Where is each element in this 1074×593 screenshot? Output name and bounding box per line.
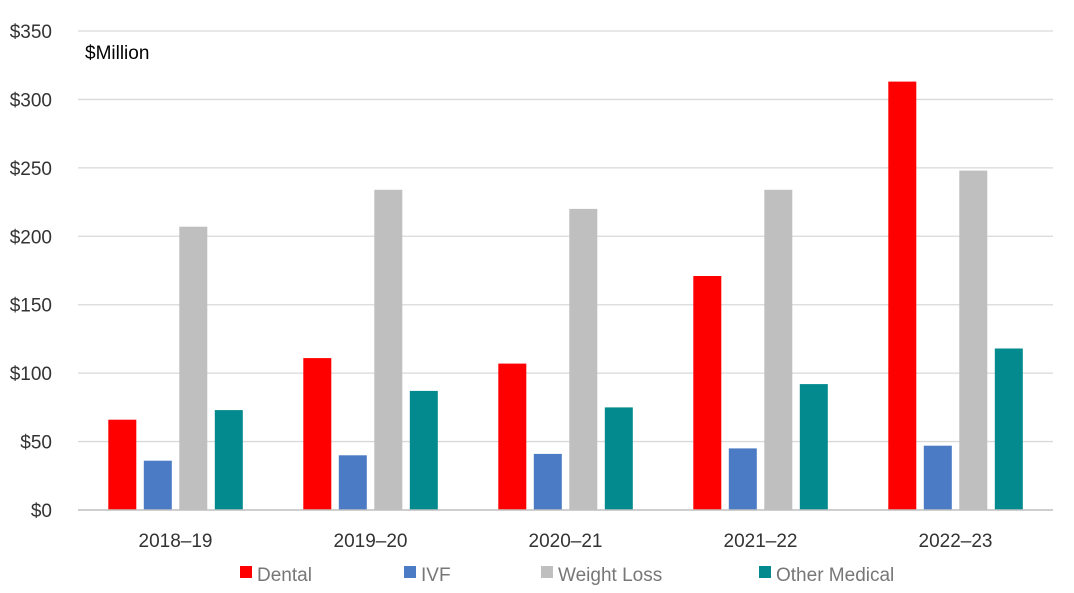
bar-weight-loss: [179, 226, 208, 510]
bar-ivf: [923, 445, 952, 510]
bar-other-medical: [214, 410, 243, 510]
bar-other-medical: [799, 384, 828, 510]
legend-swatch: [541, 566, 553, 578]
gridlines: [78, 30, 1053, 443]
bar-dental: [693, 276, 722, 510]
bar-ivf: [533, 453, 562, 510]
y-axis-ticks: $0 $50 $100 $150 $200 $250 $300 $350: [10, 22, 52, 522]
bar-dental: [498, 363, 527, 510]
bar-weight-loss: [569, 208, 598, 510]
x-category-label: 2020–21: [529, 531, 603, 552]
legend-label: Dental: [257, 565, 312, 586]
y-tick-label: $350: [10, 22, 52, 43]
bar-dental: [888, 81, 917, 510]
bar-weight-loss: [764, 189, 793, 511]
x-category-label: 2021–22: [724, 531, 798, 552]
bar-other-medical: [994, 348, 1023, 510]
bar-other-medical: [604, 407, 633, 510]
bar-ivf: [143, 460, 172, 510]
y-tick-label: $300: [10, 90, 52, 111]
y-tick-label: $100: [10, 364, 52, 385]
bar-dental: [303, 358, 332, 510]
y-tick-label: $50: [20, 433, 52, 454]
unit-label: $Million: [85, 43, 149, 64]
bar-ivf: [338, 455, 367, 510]
legend: Dental IVF Weight Loss Other Medical: [240, 565, 894, 586]
bar-weight-loss: [959, 170, 988, 510]
legend-label: Weight Loss: [558, 565, 662, 586]
bar-dental: [108, 419, 137, 510]
x-category-label: 2018–19: [139, 531, 213, 552]
bar-other-medical: [409, 390, 438, 510]
y-tick-label: $250: [10, 159, 52, 180]
legend-swatch: [759, 566, 771, 578]
x-category-label: 2022–23: [919, 531, 993, 552]
y-tick-label: $0: [31, 501, 52, 522]
legend-swatch: [240, 566, 252, 578]
bar-weight-loss: [374, 189, 403, 511]
x-axis-categories: 2018–19 2019–20 2020–21 2021–22 2022–23: [139, 531, 993, 552]
legend-label: Other Medical: [776, 565, 894, 586]
legend-label: IVF: [421, 565, 451, 586]
bar-ivf: [728, 448, 757, 510]
y-tick-label: $200: [10, 227, 52, 248]
bars: [108, 81, 1023, 511]
y-tick-label: $150: [10, 296, 52, 317]
legend-swatch: [404, 566, 416, 578]
x-category-label: 2019–20: [334, 531, 408, 552]
